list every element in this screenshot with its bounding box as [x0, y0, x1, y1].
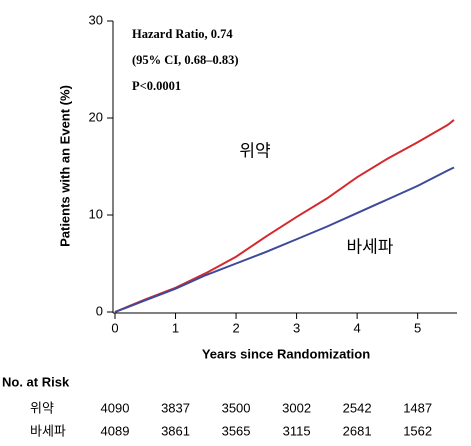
risk-count: 1487: [403, 400, 432, 415]
annotation: P<0.0001: [132, 79, 181, 93]
risk-count: 2542: [343, 400, 372, 415]
x-tick-label: 1: [172, 320, 179, 335]
series-label: 바세파: [347, 237, 394, 256]
series-label: 위약: [239, 141, 270, 160]
risk-count: 3115: [283, 423, 311, 438]
annotation: (95% CI, 0.68–0.83): [132, 53, 239, 67]
y-tick-label: 0: [96, 303, 103, 318]
risk-count: 4090: [101, 400, 130, 415]
series-line: [114, 119, 455, 313]
risk-count: 1562: [403, 423, 432, 438]
risk-count: 3500: [222, 400, 251, 415]
risk-count: 4089: [101, 423, 130, 438]
risk-count: 3837: [161, 400, 190, 415]
series-line: [114, 166, 455, 313]
y-tick-label: 30: [89, 12, 103, 27]
y-tick-label: 20: [89, 109, 103, 124]
risk-count: 3002: [282, 400, 311, 415]
annotation: Hazard Ratio, 0.74: [132, 27, 233, 41]
y-tick-label: 10: [89, 206, 103, 221]
risk-row-label: 바세파: [30, 423, 66, 438]
x-tick-label: 5: [414, 320, 421, 335]
x-tick-label: 3: [293, 320, 300, 335]
x-tick-label: 4: [354, 320, 361, 335]
risk-count: 2681: [343, 423, 372, 438]
risk-title: No. at Risk: [2, 374, 70, 389]
x-axis-label: Years since Randomization: [202, 346, 370, 361]
y-axis-label: Patients with an Event (%): [57, 85, 72, 247]
x-tick-label: 2: [232, 320, 239, 335]
risk-count: 3861: [161, 423, 190, 438]
risk-count: 3565: [222, 423, 251, 438]
risk-row-label: 위약: [30, 400, 54, 415]
x-tick-label: 0: [111, 320, 118, 335]
